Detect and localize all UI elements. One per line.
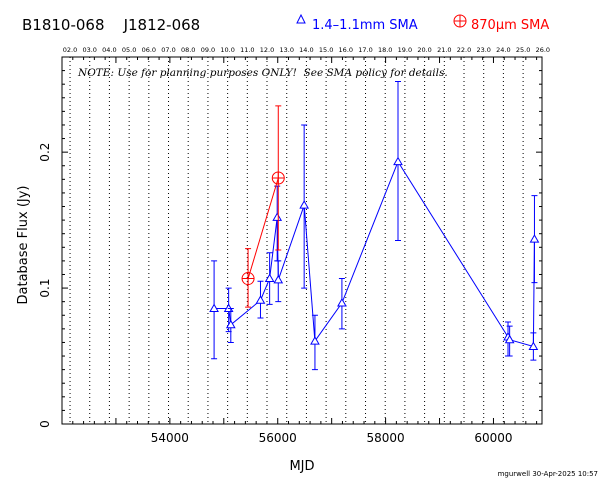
data-point bbox=[272, 212, 283, 221]
x-axis-label: MJD bbox=[289, 459, 314, 474]
data-point bbox=[273, 274, 284, 284]
top-axis-label: 12.0 bbox=[260, 46, 274, 54]
series-layer bbox=[209, 80, 540, 371]
top-axis-label: 06.0 bbox=[142, 46, 156, 54]
top-axis-label: 02.0 bbox=[63, 46, 77, 54]
top-axis-label: 10.0 bbox=[220, 46, 234, 54]
top-axis-labels: 02.0 03.0 04.0 05.0 06.0 07.0 08.0 09.0 10.0 11.0… bbox=[63, 46, 550, 54]
data-point bbox=[337, 298, 347, 307]
y-tick-label: 0.2 bbox=[38, 143, 52, 162]
top-axis-label: 20.0 bbox=[417, 46, 431, 54]
data-point-cross bbox=[242, 272, 255, 285]
x-tick-label: 56000 bbox=[259, 431, 297, 445]
top-axis-label: 11.0 bbox=[240, 46, 254, 54]
top-axis-label: 08.0 bbox=[181, 46, 195, 54]
data-point bbox=[310, 336, 320, 345]
data-point-cross bbox=[272, 171, 285, 184]
series-870um bbox=[241, 105, 285, 308]
legend-870-label: 870μm SMA bbox=[471, 18, 549, 33]
credit-footer: mgurwell 30-Apr-2025 10:57 bbox=[498, 470, 598, 478]
top-axis-label: 04.0 bbox=[102, 46, 116, 54]
top-axis-label: 07.0 bbox=[161, 46, 175, 54]
data-point bbox=[529, 234, 540, 243]
y-tick-label: 0.1 bbox=[38, 279, 52, 298]
top-axis-label: 22.0 bbox=[457, 46, 471, 54]
y-tick-label: 0 bbox=[38, 420, 52, 428]
data-point bbox=[504, 334, 515, 344]
plot-frame bbox=[61, 56, 543, 425]
top-axis-label: 21.0 bbox=[437, 46, 451, 54]
y-axis-label: Database Flux (Jy) bbox=[16, 186, 31, 305]
series-1mm bbox=[209, 80, 540, 371]
legend-1mm-label: 1.4–1.1mm SMA bbox=[312, 18, 418, 33]
x-tick-label: 54000 bbox=[151, 431, 189, 445]
legend-870: 870μm SMA bbox=[453, 14, 549, 33]
top-axis-label: 09.0 bbox=[201, 46, 215, 54]
year-gridlines bbox=[69, 57, 524, 424]
legend-1mm: 1.4–1.1mm SMA bbox=[296, 13, 418, 33]
data-point bbox=[264, 273, 275, 283]
x-tick-label: 60000 bbox=[474, 431, 512, 445]
data-point bbox=[255, 295, 266, 304]
series-line bbox=[214, 160, 535, 348]
source-names: B1810-068 J1812-068 bbox=[22, 16, 200, 34]
planning-note: NOTE: Use for planning purposes ONLY! Se… bbox=[77, 67, 448, 79]
top-axis-label: 03.0 bbox=[82, 46, 96, 54]
data-point bbox=[209, 303, 219, 312]
data-point bbox=[225, 319, 236, 329]
top-axis-label: 14.0 bbox=[299, 46, 313, 54]
top-axis-label: 25.0 bbox=[516, 46, 530, 54]
data-point bbox=[528, 341, 539, 351]
series-line bbox=[247, 177, 279, 279]
y-axis: 0 0.1 0.2 bbox=[38, 70, 542, 428]
data-point bbox=[299, 200, 310, 209]
top-axis-label: 17.0 bbox=[358, 46, 372, 54]
top-axis-label: 18.0 bbox=[378, 46, 392, 54]
x-axis: 54000 56000 58000 60000 bbox=[61, 57, 538, 445]
data-point bbox=[393, 156, 403, 166]
top-axis-label: 19.0 bbox=[398, 46, 412, 54]
top-axis-label: 24.0 bbox=[496, 46, 510, 54]
top-axis-label: 23.0 bbox=[476, 46, 490, 54]
top-axis-label: 26.0 bbox=[536, 46, 550, 54]
triangle-marker-icon bbox=[296, 13, 306, 24]
top-axis-label: 05.0 bbox=[122, 46, 136, 54]
top-axis-label: 16.0 bbox=[339, 46, 353, 54]
x-tick-label: 58000 bbox=[367, 431, 405, 445]
circle-plus-cross bbox=[454, 15, 466, 27]
top-axis-label: 13.0 bbox=[279, 46, 293, 54]
top-axis-label: 15.0 bbox=[319, 46, 333, 54]
